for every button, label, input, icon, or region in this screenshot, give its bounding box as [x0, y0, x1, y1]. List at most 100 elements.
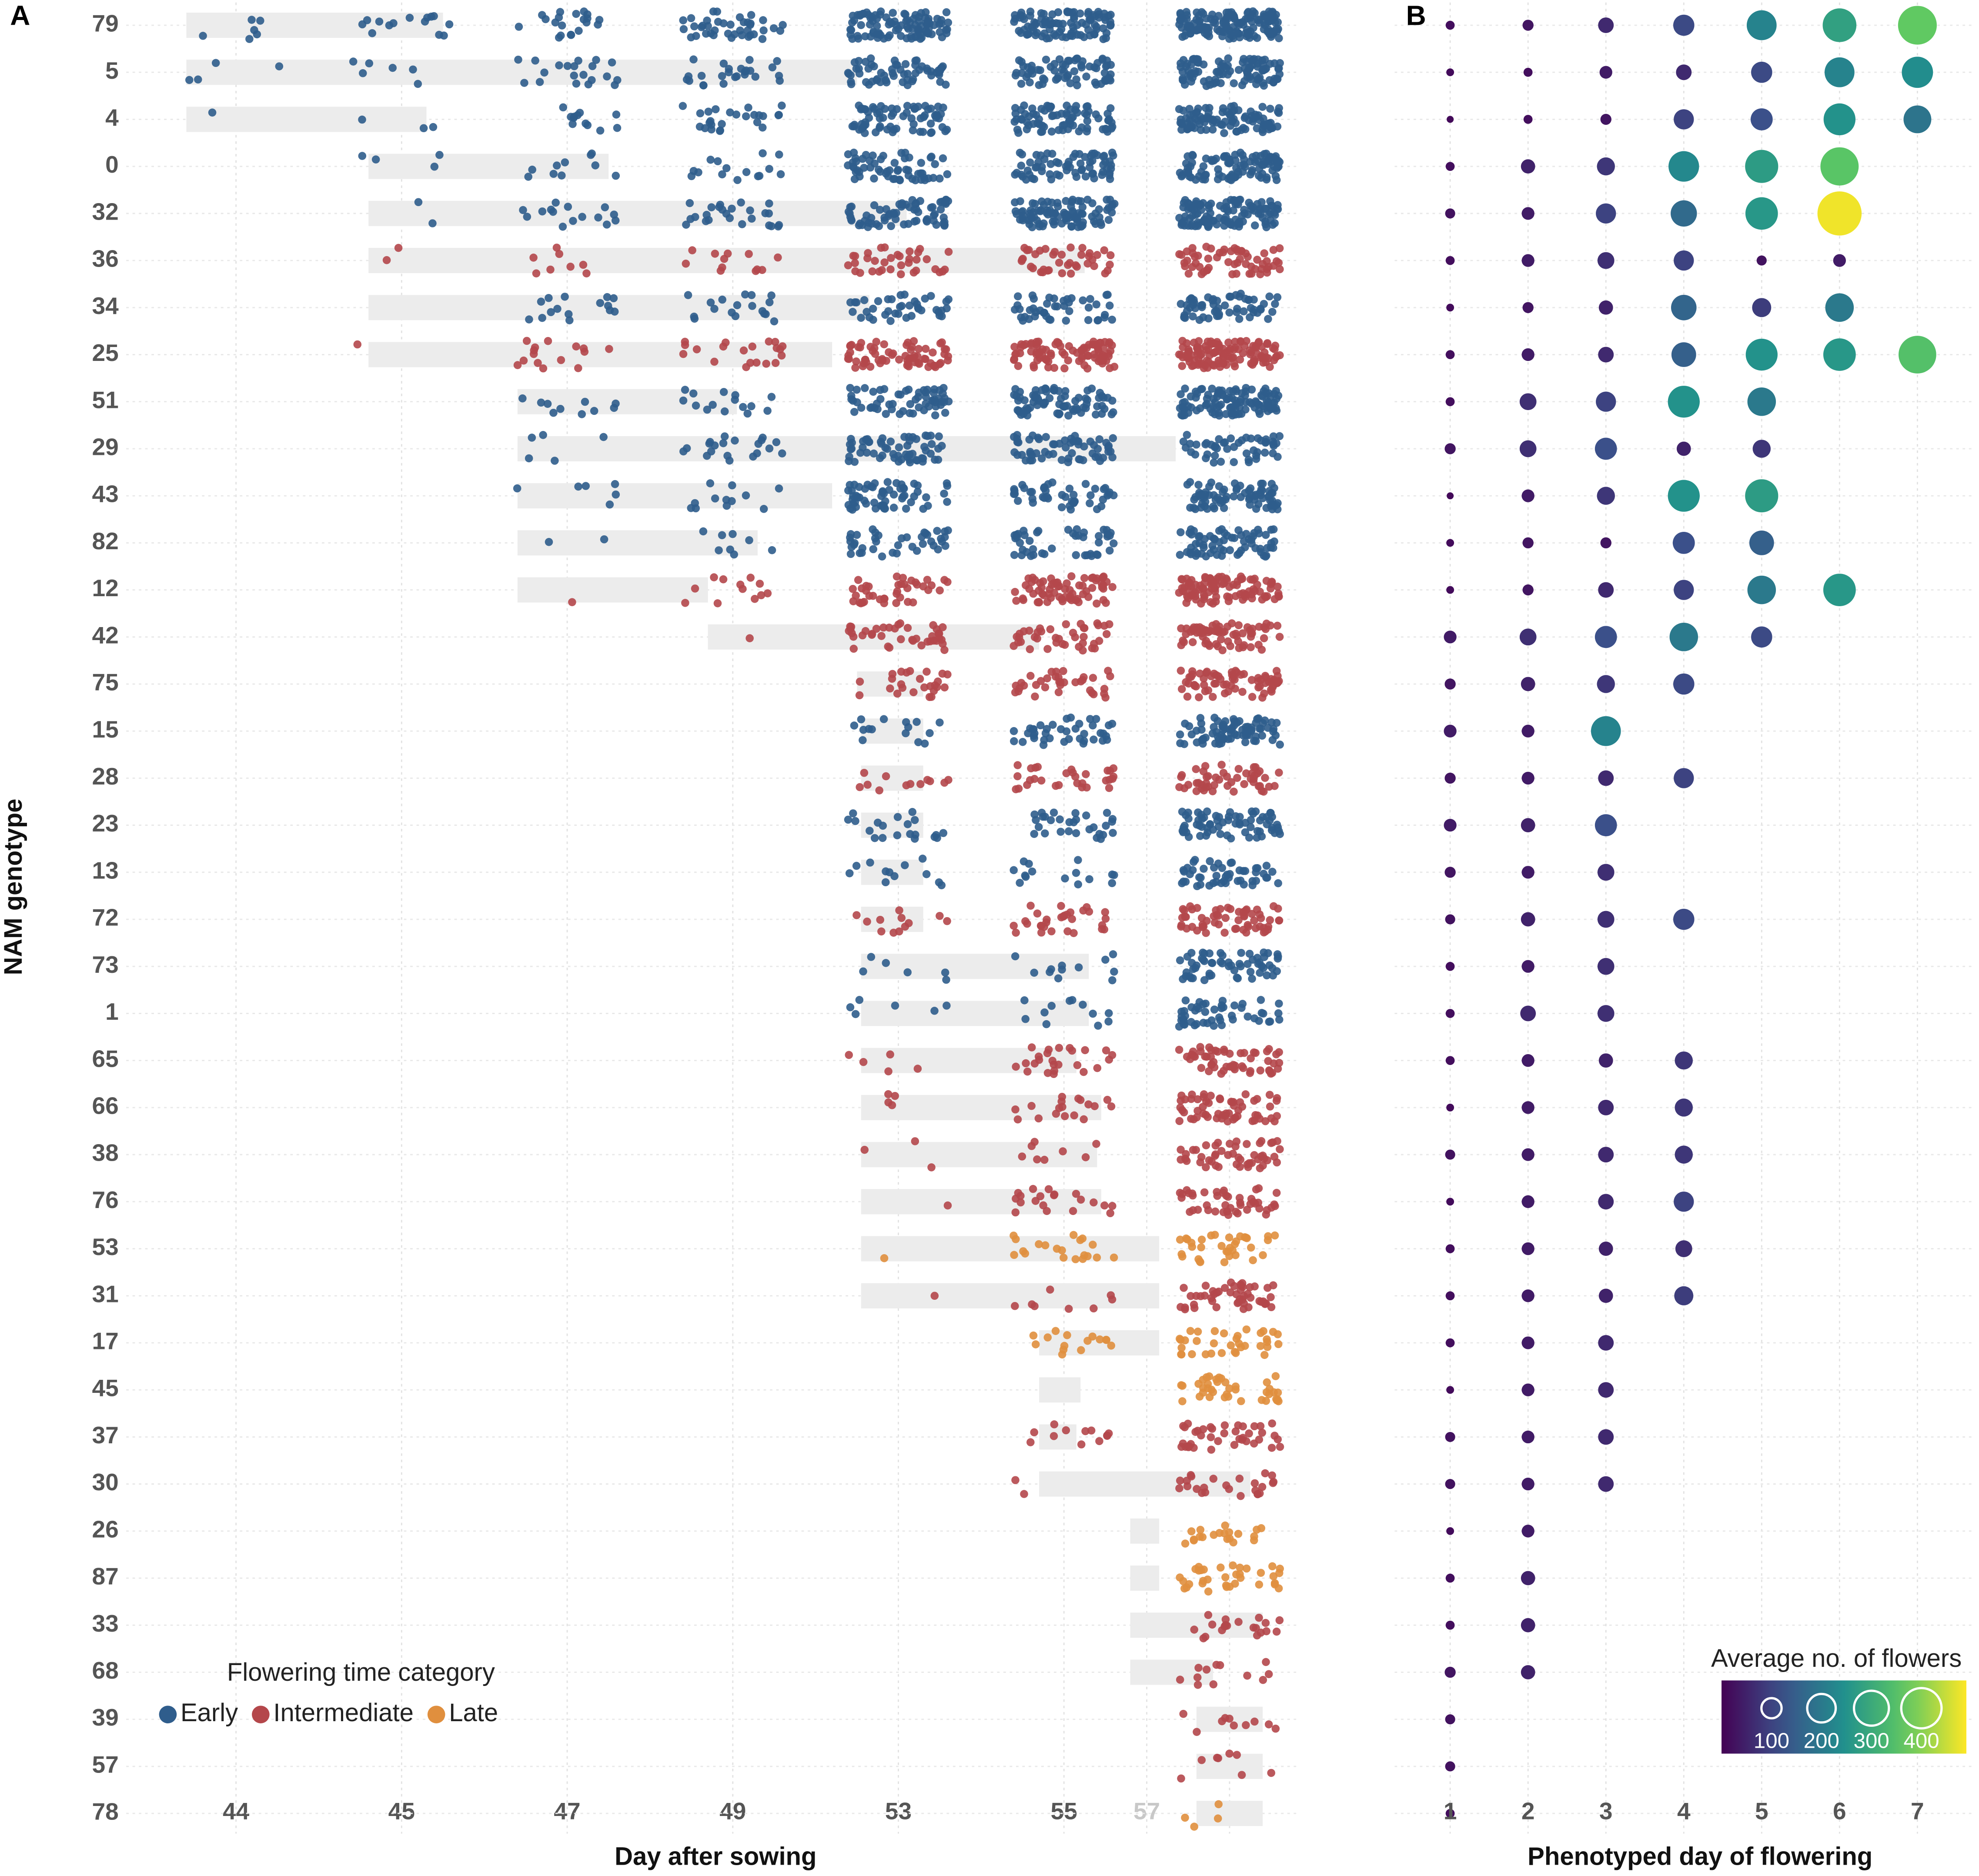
point	[1234, 1529, 1243, 1538]
point	[1187, 1050, 1196, 1059]
point	[856, 783, 864, 791]
point	[525, 315, 533, 324]
point	[937, 635, 946, 644]
point	[1211, 1207, 1220, 1216]
point	[854, 576, 862, 584]
point	[846, 622, 854, 631]
point	[1230, 479, 1239, 488]
point	[1249, 23, 1257, 32]
point	[1101, 269, 1110, 277]
point	[1195, 11, 1203, 20]
point	[916, 674, 924, 683]
point	[1234, 1421, 1242, 1429]
point	[1021, 1249, 1030, 1258]
point	[1083, 195, 1092, 204]
range-bar	[861, 1236, 1160, 1262]
point	[1034, 207, 1043, 215]
point	[1027, 578, 1036, 586]
point	[765, 298, 774, 307]
point	[1088, 212, 1096, 221]
point	[1092, 300, 1101, 309]
point	[866, 343, 875, 351]
point	[1038, 549, 1046, 557]
point	[1252, 868, 1260, 877]
point	[1210, 1327, 1219, 1335]
point	[1051, 302, 1059, 310]
point	[1076, 1195, 1085, 1204]
point	[1199, 162, 1208, 170]
point	[1067, 572, 1076, 581]
point	[1271, 300, 1279, 308]
point	[1261, 220, 1270, 229]
point	[1028, 867, 1036, 876]
point	[747, 402, 755, 411]
point	[1011, 170, 1019, 179]
point	[887, 222, 895, 230]
point	[1211, 1150, 1220, 1158]
point	[1071, 678, 1080, 687]
point	[1246, 1200, 1255, 1208]
point	[870, 834, 879, 842]
point	[1235, 30, 1243, 38]
point	[1071, 633, 1080, 641]
point	[558, 223, 567, 231]
point	[1041, 683, 1050, 691]
point	[1216, 1094, 1224, 1103]
point	[1088, 574, 1096, 582]
point	[943, 170, 952, 178]
point	[906, 247, 914, 256]
point	[1093, 599, 1101, 608]
point	[902, 781, 911, 790]
point	[902, 504, 910, 513]
point	[899, 574, 907, 582]
point	[1011, 1476, 1020, 1484]
point	[896, 619, 905, 628]
point	[1204, 28, 1213, 37]
point	[611, 81, 619, 89]
point	[899, 220, 908, 229]
point	[1016, 878, 1024, 887]
point	[1244, 456, 1253, 464]
point	[1012, 597, 1020, 605]
point	[1253, 905, 1261, 914]
point	[884, 1090, 893, 1098]
point	[1266, 916, 1274, 925]
point	[1101, 76, 1110, 84]
point	[1190, 527, 1198, 535]
point	[1065, 735, 1073, 743]
point	[1106, 175, 1114, 183]
point	[1014, 438, 1023, 447]
point	[930, 833, 939, 841]
point	[1100, 310, 1109, 319]
point	[515, 23, 523, 31]
point	[1183, 952, 1192, 961]
point	[591, 161, 600, 170]
point	[547, 308, 555, 317]
point	[1075, 581, 1083, 590]
point	[1011, 534, 1020, 543]
point	[1227, 834, 1235, 843]
point	[1196, 404, 1204, 413]
point	[1276, 740, 1284, 749]
point	[896, 410, 904, 418]
point	[1039, 1201, 1047, 1210]
point	[552, 161, 561, 170]
point	[1207, 1231, 1215, 1240]
point	[1178, 1382, 1187, 1390]
point	[1078, 779, 1086, 788]
point	[353, 340, 362, 349]
point	[1046, 1285, 1054, 1294]
point	[1227, 1341, 1235, 1350]
point	[1105, 546, 1114, 555]
point	[1212, 871, 1221, 880]
point	[1178, 808, 1187, 816]
point	[1266, 392, 1274, 401]
point	[1216, 830, 1225, 838]
point	[552, 244, 561, 252]
point	[1247, 269, 1256, 278]
point	[1064, 125, 1072, 134]
point	[1230, 362, 1239, 371]
point	[903, 668, 911, 677]
point	[1182, 159, 1190, 168]
point	[1053, 170, 1061, 179]
